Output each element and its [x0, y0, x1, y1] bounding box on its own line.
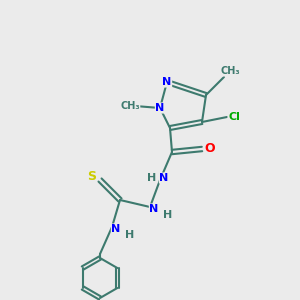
Text: O: O — [205, 142, 215, 155]
Text: S: S — [88, 170, 97, 184]
Text: Cl: Cl — [228, 112, 240, 122]
Text: CH₃: CH₃ — [220, 66, 240, 76]
Text: H: H — [125, 230, 135, 240]
Text: H: H — [147, 173, 157, 183]
Text: H: H — [164, 210, 172, 220]
Text: N: N — [111, 224, 121, 234]
Text: N: N — [159, 173, 169, 183]
Text: N: N — [149, 204, 159, 214]
Text: CH₃: CH₃ — [120, 101, 140, 111]
Text: N: N — [162, 77, 172, 87]
Text: N: N — [155, 103, 165, 113]
